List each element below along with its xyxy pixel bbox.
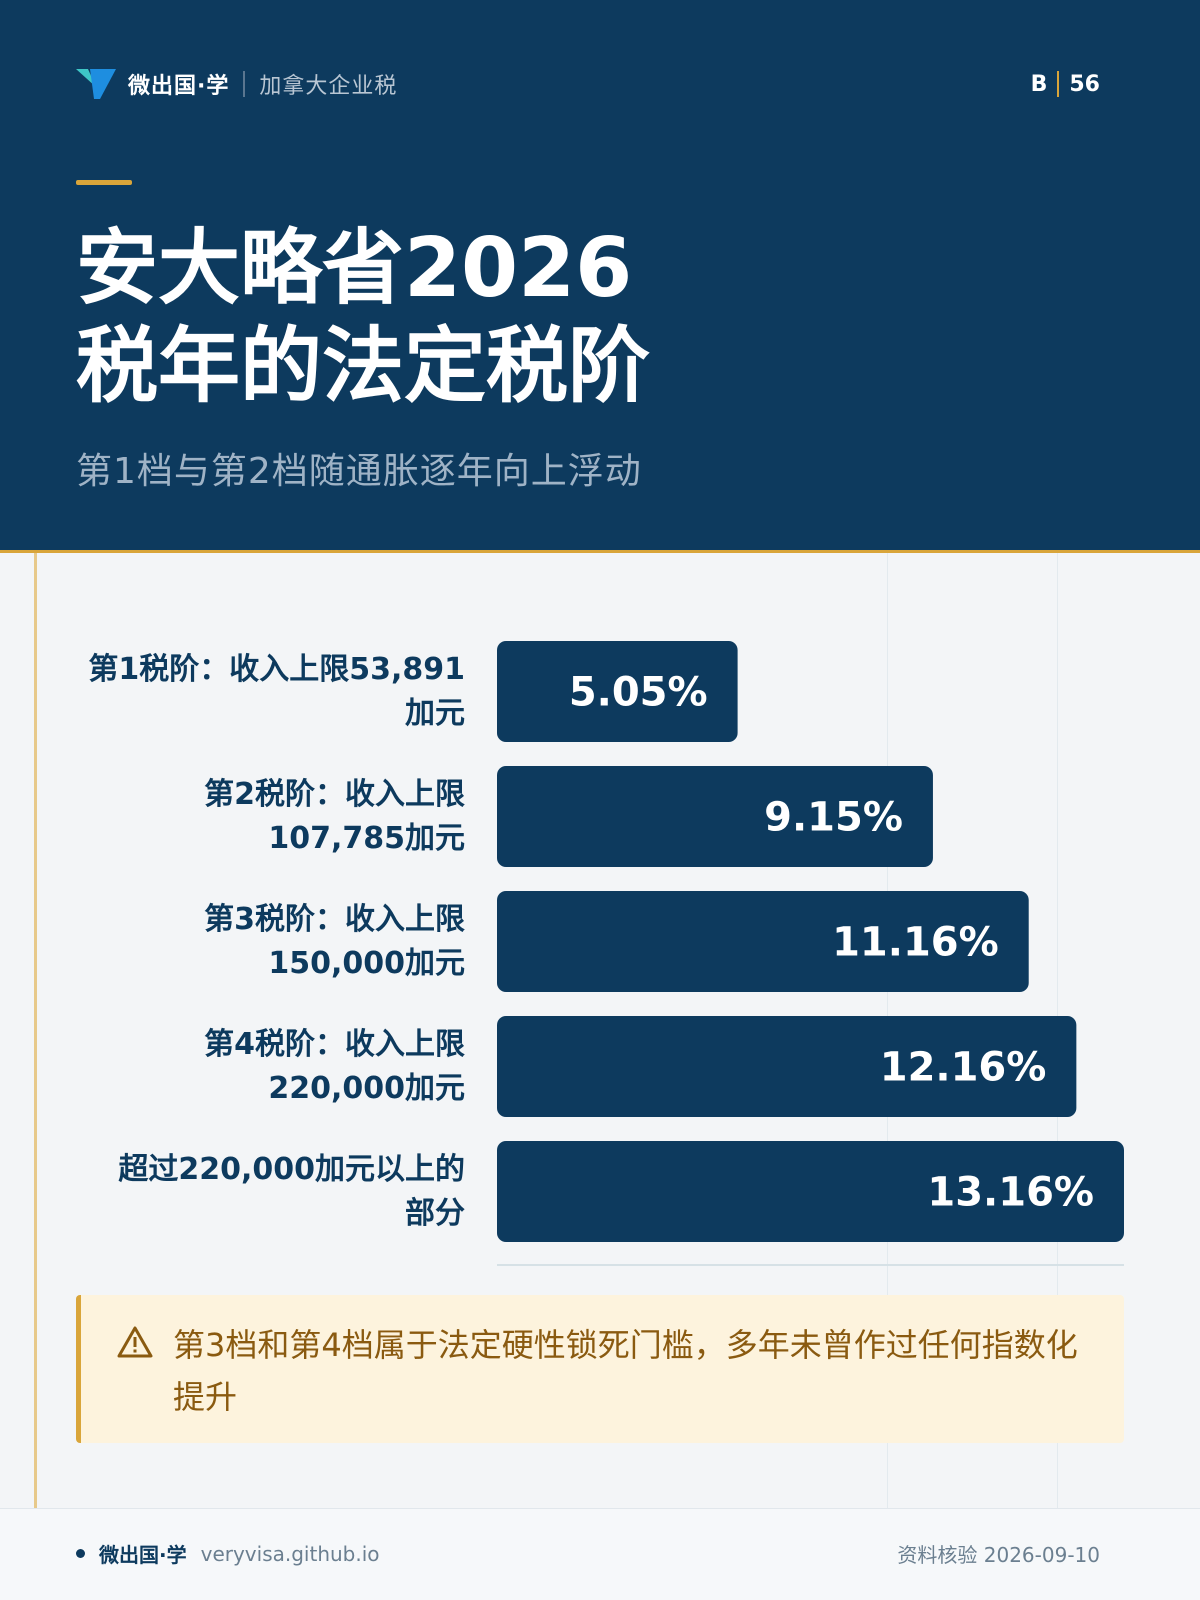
warning-note: 第3档和第4档属于法定硬性锁死门槛，多年未曾作过任何指数化提升 [76,1295,1124,1443]
category-label-line: 第2税阶：收入上限 [204,776,465,812]
category-label-line: 107,785加元 [268,820,465,856]
header-divider [0,550,1200,553]
title-line-1: 安大略省2026 [76,221,633,316]
warning-note-text: 第3档和第4档属于法定硬性锁死门槛，多年未曾作过任何指数化提升 [173,1326,1078,1416]
page-title: 安大略省2026 税年的法定税阶 [76,220,976,416]
category-label-5: 超过220,000加元以上的部分 [45,1148,465,1236]
bar-1 [497,641,738,742]
category-label-line: 超过220,000加元以上的 [118,1151,465,1187]
brand-name: 微出国·学 [128,74,230,99]
bar-2 [497,766,933,867]
brand: 微出国·学 加拿大企业税 [76,66,397,102]
category-label-line: 加元 [405,695,465,731]
page-number: 56 [1069,71,1100,97]
title-line-2: 税年的法定税阶 [76,319,651,414]
page-tag-letter: B [1030,71,1048,97]
category-label-line: 第1税阶：收入上限53,891 [88,651,465,687]
category-label-line: 第3税阶：收入上限 [204,901,465,937]
category-label-1: 第1税阶：收入上限53,891 加元 [45,648,465,736]
brand-divider [243,71,246,97]
bar-4 [497,1016,1077,1117]
category-label-line: 150,000加元 [268,945,465,981]
category-label-line: 第4税阶：收入上限 [204,1026,465,1062]
category-label-line: 部分 [405,1195,465,1231]
bar-5 [497,1141,1124,1242]
footer-brand: 微出国·学 [99,1543,187,1567]
category-label-4: 第4税阶：收入上限 220,000加元 [45,1023,465,1111]
footer: 微出国·学 veryvisa.github.io 资料核验 2026-09-10 [0,1508,1200,1600]
title-accent [76,180,132,185]
category-label-2: 第2税阶：收入上限 107,785加元 [45,773,465,861]
page-tag-divider [1057,71,1060,97]
left-accent-rail [34,553,37,1508]
footer-url[interactable]: veryvisa.github.io [200,1541,380,1566]
footer-verified-date: 资料核验 2026-09-10 [897,1543,1100,1567]
bar-value-label-2: 9.15% [764,795,903,841]
brand-section: 加拿大企业税 [259,74,398,99]
bar-3 [497,891,1029,992]
footer-brand-block: 微出国·学 veryvisa.github.io [76,1539,380,1568]
warning-icon [117,1326,153,1358]
bar-value-label-3: 11.16% [832,920,999,966]
bar-value-label-5: 13.16% [927,1170,1094,1216]
logo-icon [76,69,116,99]
bar-value-label-1: 5.05% [569,670,708,716]
category-label-3: 第3税阶：收入上限 150,000加元 [45,898,465,986]
header-banner: 微出国·学 加拿大企业税 B 56 安大略省2026 税年的法定税阶 第1档与第… [0,0,1200,550]
page-subtitle: 第1档与第2档随通胀逐年向上浮动 [76,451,642,492]
bar-value-label-4: 12.16% [880,1045,1047,1091]
category-label-line: 220,000加元 [268,1070,465,1106]
page-tag: B 56 [1031,66,1100,102]
footer-bullet [76,1549,85,1558]
